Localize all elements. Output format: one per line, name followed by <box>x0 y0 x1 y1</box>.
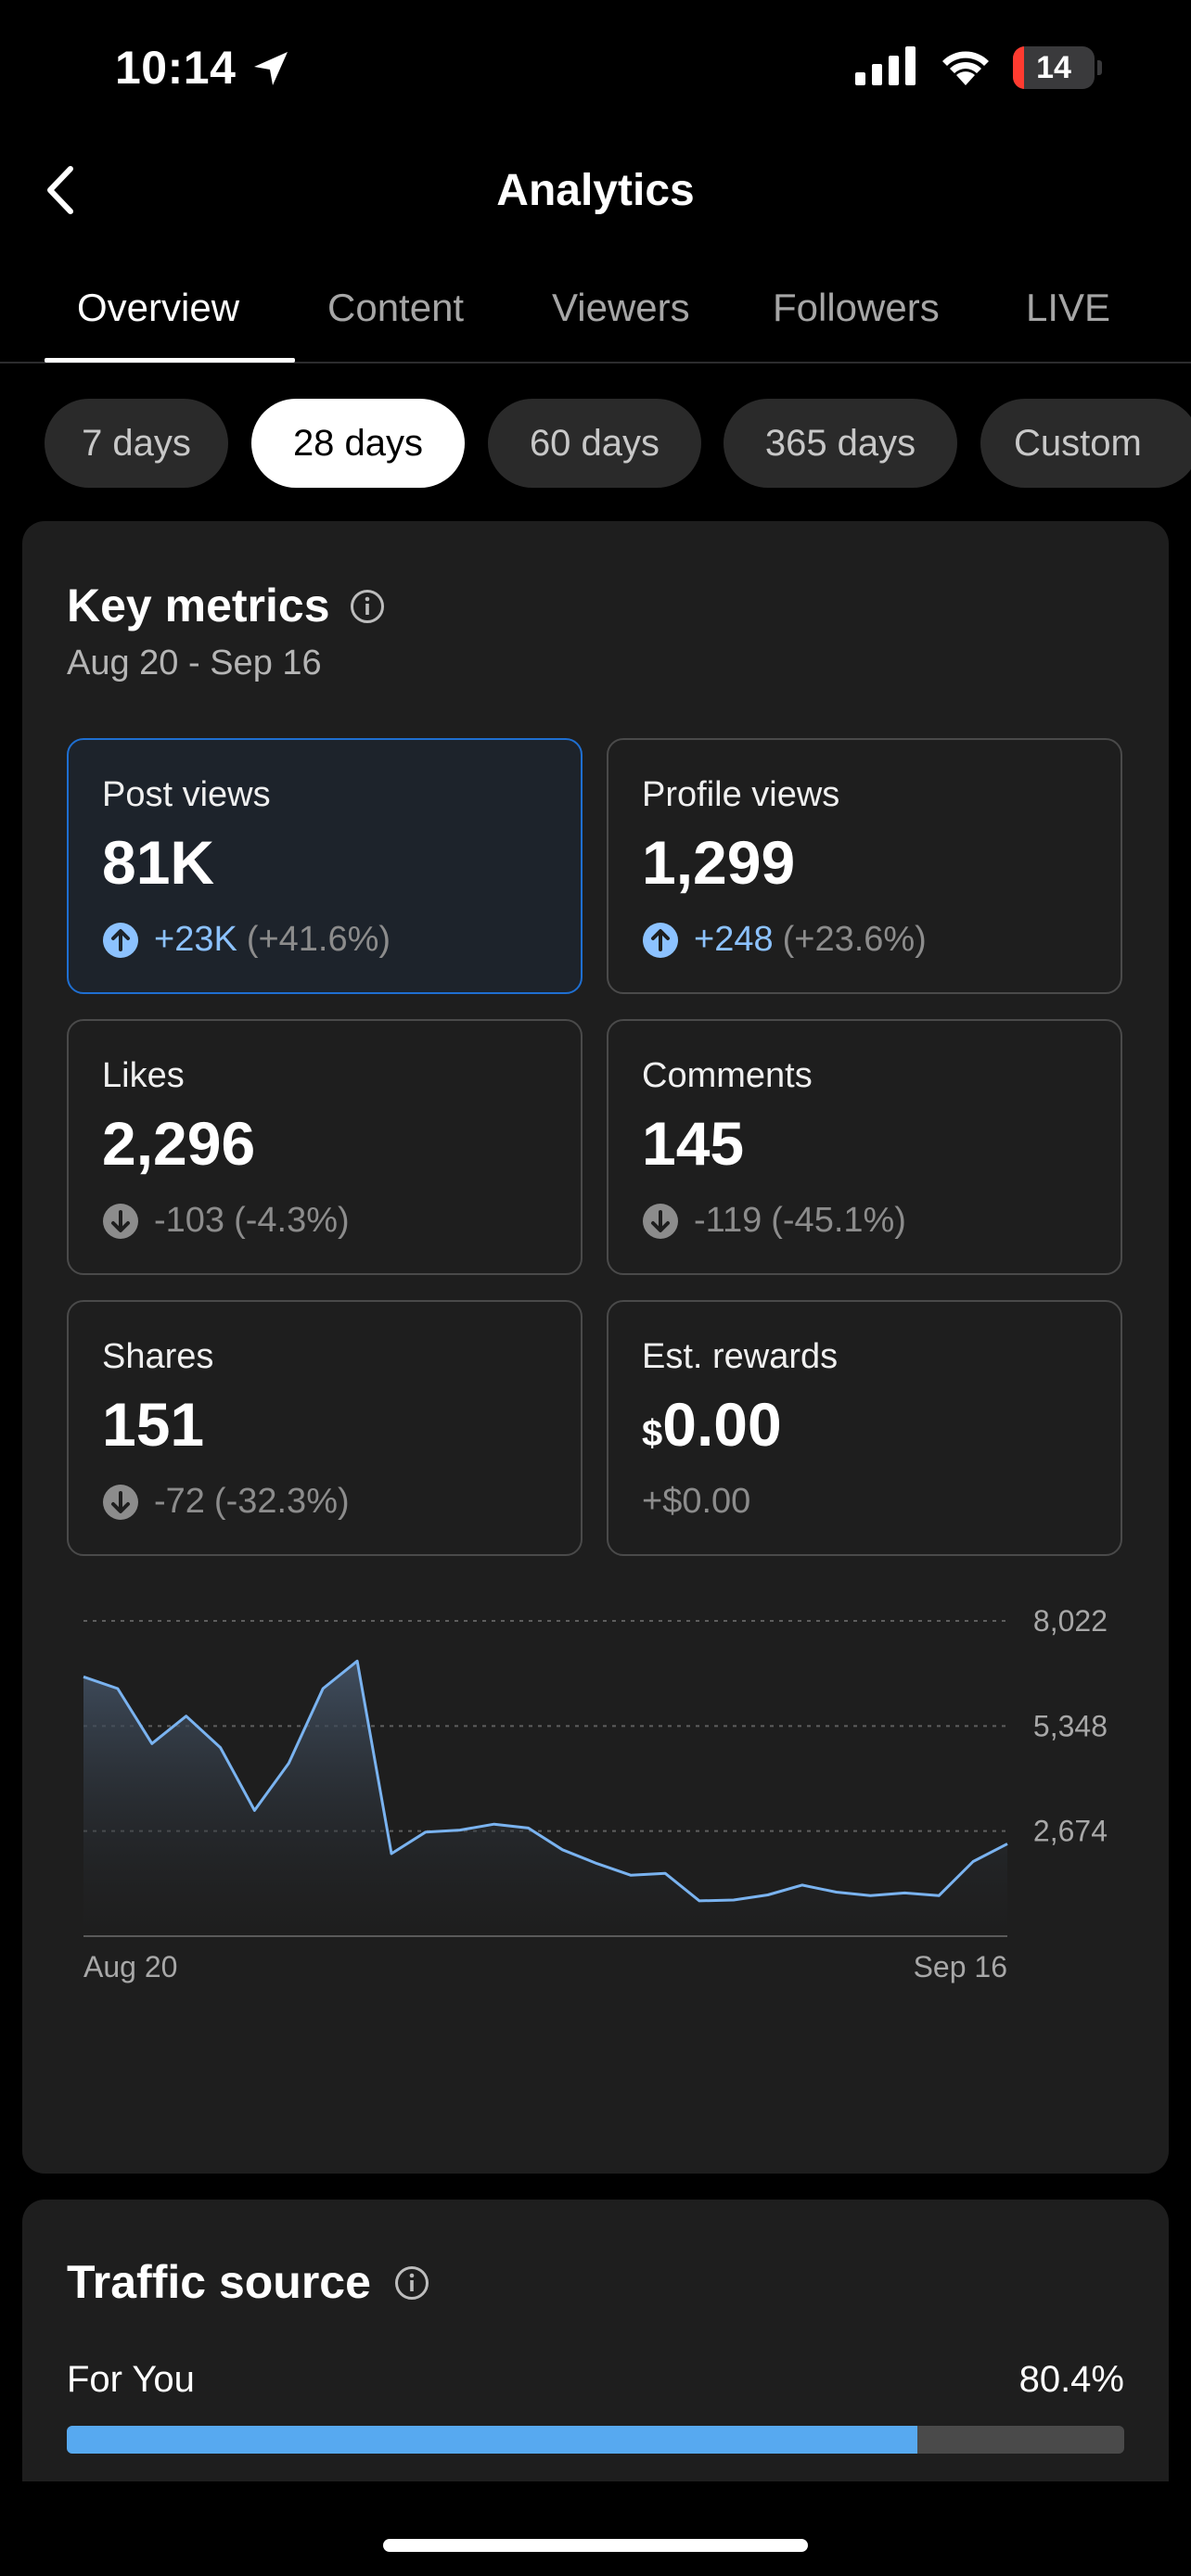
metric-delta-pct: (-4.3%) <box>234 1201 350 1240</box>
tab-viewers[interactable]: Viewers <box>552 286 690 329</box>
metric-label: Comments <box>642 1056 813 1095</box>
metric-delta-pct: (+41.6%) <box>246 920 391 959</box>
arrow-up-circle-icon <box>643 922 678 958</box>
bottom-safe-area <box>0 2481 1191 2576</box>
metric-label: Likes <box>102 1056 185 1095</box>
tab-bar: Overview Content Viewers Followers LIVE <box>0 249 1191 363</box>
metric-value: 145 <box>642 1109 745 1178</box>
arrow-down-circle-icon <box>103 1203 138 1239</box>
battery-level: 14 <box>1036 50 1071 85</box>
metric-est-rewards[interactable]: Est. rewards $0.00 +$0.00 <box>607 1300 1122 1556</box>
back-chevron-icon[interactable] <box>37 161 85 219</box>
date-range: Aug 20 - Sep 16 <box>67 644 322 682</box>
period-7-days[interactable]: 7 days <box>45 399 228 488</box>
info-icon[interactable] <box>349 588 386 625</box>
period-365-days[interactable]: 365 days <box>724 399 957 488</box>
cellular-signal-icon <box>855 46 916 85</box>
metric-delta-pct: (-32.3%) <box>213 1482 350 1521</box>
metric-value: 1,299 <box>642 828 796 897</box>
wifi-icon <box>942 51 989 85</box>
period-custom[interactable]: Custom <box>980 399 1191 488</box>
x-tick-start: Aug 20 <box>83 1950 177 1983</box>
chart-area-fill <box>83 1661 1007 1936</box>
y-tick-label: 8,022 <box>1033 1606 1108 1638</box>
period-28-days[interactable]: 28 days <box>251 399 465 488</box>
tab-live[interactable]: LIVE <box>1026 286 1111 329</box>
arrow-down-circle-icon <box>643 1203 678 1239</box>
traffic-source-value: 80.4% <box>1018 2359 1124 2400</box>
metric-value: 0.00 <box>662 1390 782 1459</box>
active-tab-indicator <box>45 358 295 363</box>
metric-value: 151 <box>102 1390 205 1459</box>
location-arrow-icon <box>254 52 288 85</box>
chart-line-series <box>83 1659 1008 1903</box>
metric-comments[interactable]: Comments 145 -119 (-45.1%) <box>607 1019 1122 1275</box>
period-60-days[interactable]: 60 days <box>488 399 701 488</box>
page-title: Analytics <box>496 166 695 215</box>
post-views-area-chart: 8,022 5,348 2,674 Aug 20 Sep 16 <box>83 1604 1108 1983</box>
metric-delta-value: +$0.00 <box>642 1482 751 1521</box>
arrow-down-circle-icon <box>103 1484 138 1520</box>
key-metrics-title: Key metrics <box>67 580 330 631</box>
metric-post-views[interactable]: Post views 81K +23K (+41.6%) <box>67 738 583 994</box>
metric-delta-value: +23K <box>154 920 237 959</box>
metric-delta-pct: (+23.6%) <box>782 920 927 959</box>
metric-delta-value: -72 <box>154 1482 205 1521</box>
status-bar: 10:14 14 <box>0 0 1191 139</box>
tab-content[interactable]: Content <box>327 286 465 329</box>
header: Analytics <box>0 139 1191 249</box>
metric-delta-value: -103 <box>154 1201 225 1240</box>
metric-value: 81K <box>102 828 215 897</box>
metric-label: Post views <box>102 775 271 814</box>
tab-overview[interactable]: Overview <box>77 286 240 329</box>
traffic-source-bar <box>67 2426 1124 2454</box>
traffic-source-bar-fill <box>67 2426 917 2454</box>
info-icon[interactable] <box>393 2264 430 2302</box>
metric-delta-pct: (-45.1%) <box>771 1201 906 1240</box>
post-views-chart: 8,022 5,348 2,674 Aug 20 Sep 16 <box>22 1604 1169 2125</box>
metric-value: 2,296 <box>102 1109 256 1178</box>
metric-label: Est. rewards <box>642 1337 839 1376</box>
status-time: 10:14 <box>115 42 237 94</box>
x-tick-end: Sep 16 <box>914 1950 1007 1983</box>
metric-delta-value: -119 <box>694 1201 762 1240</box>
y-tick-label: 2,674 <box>1033 1815 1108 1848</box>
arrow-up-circle-icon <box>103 922 138 958</box>
tab-followers[interactable]: Followers <box>773 286 940 329</box>
key-metrics-card: Key metrics Aug 20 - Sep 16 Post views 8… <box>22 521 1169 2174</box>
metric-label: Profile views <box>642 775 840 814</box>
metric-shares[interactable]: Shares 151 -72 (-32.3%) <box>67 1300 583 1556</box>
traffic-source-label: For You <box>67 2359 195 2400</box>
metric-profile-views[interactable]: Profile views 1,299 +248 (+23.6%) <box>607 738 1122 994</box>
battery-icon: 14 <box>1013 46 1102 89</box>
metric-likes[interactable]: Likes 2,296 -103 (-4.3%) <box>67 1019 583 1275</box>
home-indicator[interactable] <box>383 2539 808 2552</box>
traffic-source-title: Traffic source <box>67 2256 371 2308</box>
currency-symbol: $ <box>642 1413 663 1454</box>
metric-label: Shares <box>102 1337 214 1376</box>
y-tick-label: 5,348 <box>1033 1709 1108 1742</box>
metric-delta-value: +248 <box>694 920 774 959</box>
